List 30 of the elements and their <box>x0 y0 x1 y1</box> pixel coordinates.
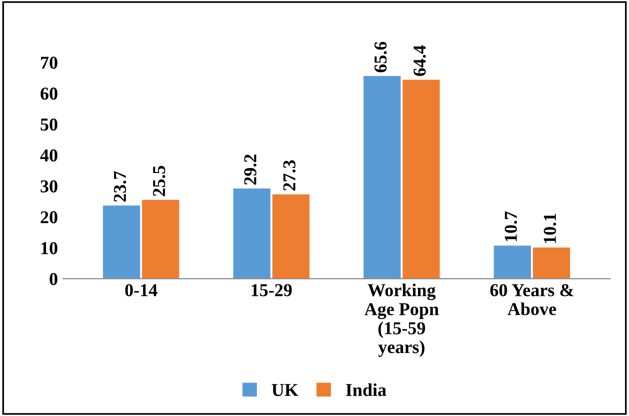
y-tick-label: 60 <box>40 88 58 100</box>
data-label: 29.2 <box>244 154 256 185</box>
data-label: 23.7 <box>114 171 126 202</box>
x-tick-label: 15-29 <box>252 284 292 296</box>
data-label: 25.5 <box>153 166 166 196</box>
data-label: 10.7 <box>504 211 518 242</box>
data-label: 27.3 <box>283 160 296 191</box>
legend-label: UK <box>272 384 298 396</box>
bar <box>494 246 531 279</box>
y-tick-label: 0 <box>50 272 58 286</box>
data-label: 64.4 <box>414 45 426 76</box>
data-label: 65.6 <box>374 42 387 72</box>
bar <box>532 248 570 279</box>
y-tick-label: 70 <box>41 56 58 69</box>
x-tick-label: Working Age Popn (15-59 years) <box>364 284 439 357</box>
bar <box>233 188 270 279</box>
y-tick-label: 10 <box>41 242 58 254</box>
legend-label: India <box>346 383 386 396</box>
bar <box>142 200 180 279</box>
y-tick-label: 30 <box>40 180 58 192</box>
y-tick-label: 40 <box>40 149 58 162</box>
y-tick-label: 50 <box>40 118 58 131</box>
x-tick-label: 0-14 <box>125 284 158 296</box>
y-tick-label: 20 <box>40 211 58 224</box>
bar <box>364 76 401 279</box>
bar <box>272 194 310 279</box>
bar <box>102 205 140 279</box>
data-label: 10.1 <box>544 214 556 243</box>
x-tick-label: 60 Years & Above <box>490 284 574 316</box>
bar <box>402 80 440 279</box>
